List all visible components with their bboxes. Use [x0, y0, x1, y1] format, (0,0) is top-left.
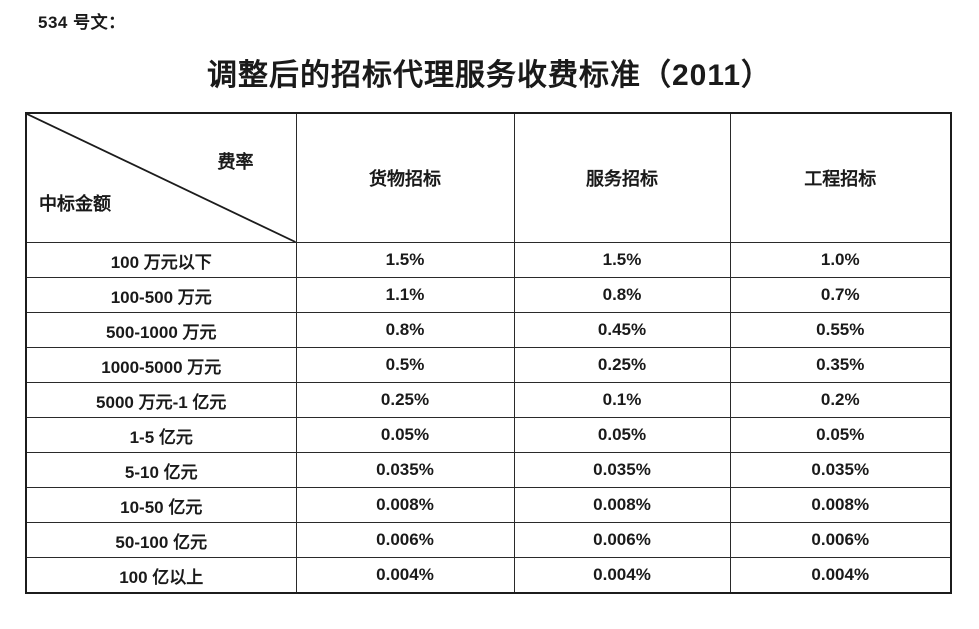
amount-range-cell: 500-1000 万元 — [25, 312, 297, 348]
amount-range-cell: 50-100 亿元 — [25, 522, 297, 558]
table-row: 100 万元以下 1.5% 1.5% 1.0% — [25, 242, 952, 278]
rate-value-cell: 0.008% — [513, 487, 731, 523]
amount-range-cell: 5-10 亿元 — [25, 452, 297, 488]
rate-value-cell: 0.2% — [729, 382, 952, 418]
table-body: 100 万元以下 1.5% 1.5% 1.0% 100-500 万元 1.1% 0.8% 0.… — [25, 242, 952, 594]
rate-value-cell: 0.25% — [295, 382, 515, 418]
rate-value-cell: 0.8% — [295, 312, 515, 348]
column-header-goods: 货物招标 — [295, 112, 515, 243]
rate-value-cell: 0.006% — [295, 522, 515, 558]
table-row: 500-1000 万元 0.8% 0.45% 0.55% — [25, 312, 952, 348]
amount-range-cell: 1-5 亿元 — [25, 417, 297, 453]
rate-value-cell: 0.1% — [513, 382, 731, 418]
rate-value-cell: 0.8% — [513, 277, 731, 313]
table-header: 费率 中标金额 货物招标 服务招标 工程招标 — [25, 112, 952, 243]
page-title: 调整后的招标代理服务收费标准（2011） — [206, 59, 773, 92]
amount-range-cell: 1000-5000 万元 — [25, 347, 297, 383]
rate-value-cell: 0.05% — [513, 417, 731, 453]
rate-value-cell: 0.004% — [513, 557, 731, 594]
rate-value-cell: 0.55% — [729, 312, 952, 348]
rate-value-cell: 0.008% — [295, 487, 515, 523]
rate-value-cell: 0.05% — [295, 417, 515, 453]
rate-value-cell: 0.035% — [295, 452, 515, 488]
rate-value-cell: 0.35% — [729, 347, 952, 383]
table-row: 1000-5000 万元 0.5% 0.25% 0.35% — [25, 347, 952, 383]
rate-value-cell: 0.05% — [729, 417, 952, 453]
rate-value-cell: 0.7% — [729, 277, 952, 313]
amount-range-cell: 100-500 万元 — [25, 277, 297, 313]
table-row: 5000 万元-1 亿元 0.25% 0.1% 0.2% — [25, 382, 952, 418]
rate-value-cell: 0.45% — [513, 312, 731, 348]
column-header-engineering: 工程招标 — [729, 112, 952, 243]
table-row: 5-10 亿元 0.035% 0.035% 0.035% — [25, 452, 952, 488]
rate-value-cell: 0.035% — [513, 452, 731, 488]
fee-rate-table: 费率 中标金额 货物招标 服务招标 工程招标 100 万元以下 1.5% 1.5% 1… — [25, 112, 952, 594]
corner-label-bid-amount: 中标金额 — [39, 194, 111, 214]
table-row: 100 亿以上 0.004% 0.004% 0.004% — [25, 557, 952, 594]
amount-range-cell: 10-50 亿元 — [25, 487, 297, 523]
amount-range-cell: 100 亿以上 — [25, 557, 297, 594]
doc-number: 534 号文： — [38, 13, 126, 32]
rate-value-cell: 0.004% — [729, 557, 952, 594]
rate-value-cell: 0.004% — [295, 557, 515, 594]
rate-value-cell: 0.035% — [729, 452, 952, 488]
rate-value-cell: 0.25% — [513, 347, 731, 383]
rate-value-cell: 1.5% — [513, 242, 731, 278]
header-row: 费率 中标金额 货物招标 服务招标 工程招标 — [25, 112, 952, 243]
corner-header-cell: 费率 中标金额 — [25, 112, 297, 243]
column-header-services: 服务招标 — [513, 112, 731, 243]
rate-value-cell: 0.5% — [295, 347, 515, 383]
rate-value-cell: 0.006% — [729, 522, 952, 558]
table-row: 50-100 亿元 0.006% 0.006% 0.006% — [25, 522, 952, 558]
rate-value-cell: 1.1% — [295, 277, 515, 313]
rate-value-cell: 1.5% — [295, 242, 515, 278]
rate-value-cell: 0.008% — [729, 487, 952, 523]
diagonal-divider-line — [27, 114, 296, 242]
table-row: 10-50 亿元 0.008% 0.008% 0.008% — [25, 487, 952, 523]
rate-value-cell: 1.0% — [729, 242, 952, 278]
amount-range-cell: 5000 万元-1 亿元 — [25, 382, 297, 418]
corner-label-fee-rate: 费率 — [217, 152, 254, 172]
amount-range-cell: 100 万元以下 — [25, 242, 297, 278]
table-row: 1-5 亿元 0.05% 0.05% 0.05% — [25, 417, 952, 453]
table-row: 100-500 万元 1.1% 0.8% 0.7% — [25, 277, 952, 313]
rate-value-cell: 0.006% — [513, 522, 731, 558]
